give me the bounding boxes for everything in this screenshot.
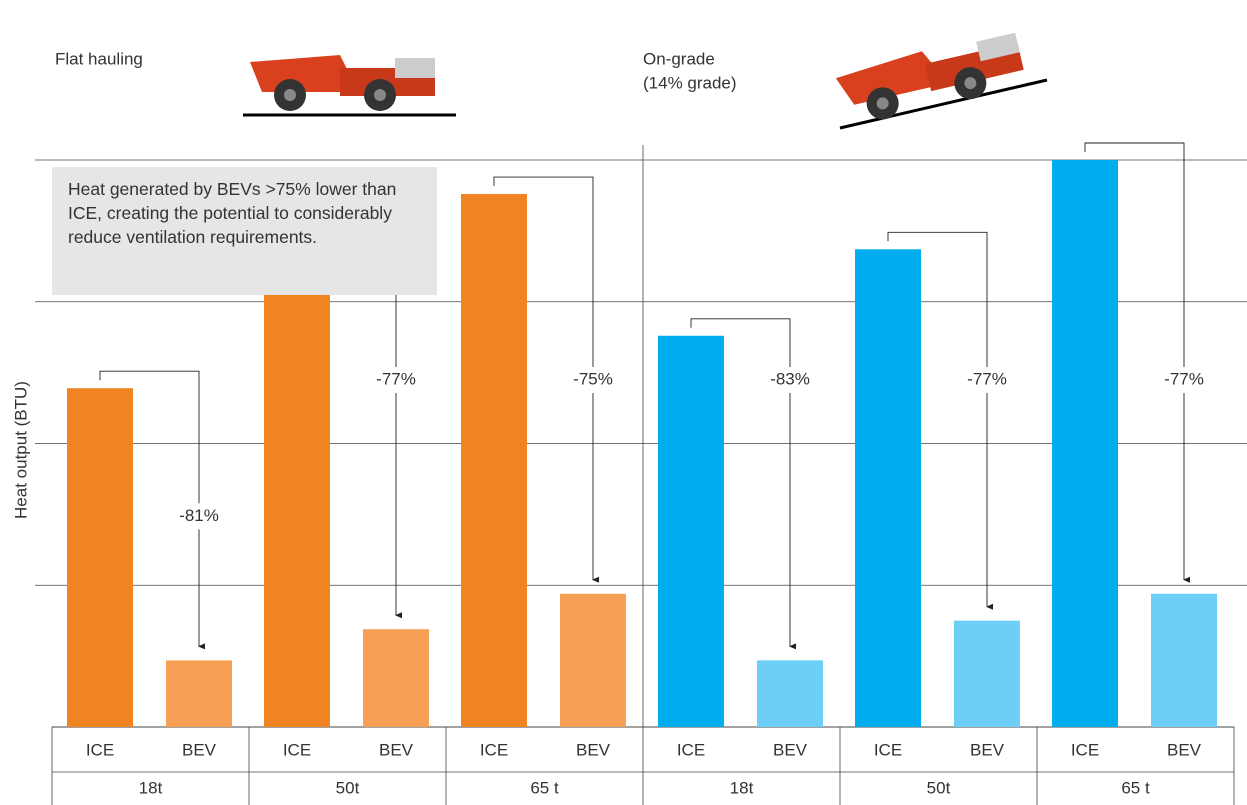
x-tick-label: 50t bbox=[336, 778, 360, 797]
bar bbox=[166, 660, 232, 727]
x-tick-label: 65 t bbox=[530, 778, 559, 797]
x-tick-label: 50t bbox=[927, 778, 951, 797]
series-label: ICE bbox=[677, 740, 705, 759]
series-label: BEV bbox=[1167, 740, 1202, 759]
label-bg bbox=[1156, 367, 1212, 393]
bar bbox=[1151, 593, 1217, 727]
bar bbox=[560, 593, 626, 727]
bar bbox=[67, 388, 133, 727]
series-label: ICE bbox=[480, 740, 508, 759]
change-label: -77% bbox=[376, 369, 416, 388]
bar bbox=[658, 335, 724, 727]
series-label: BEV bbox=[970, 740, 1005, 759]
bar bbox=[855, 249, 921, 728]
bar bbox=[757, 660, 823, 727]
series-label: ICE bbox=[283, 740, 311, 759]
x-tick-label: 18t bbox=[139, 778, 163, 797]
panel-title: (14% grade) bbox=[643, 73, 737, 92]
change-arrow bbox=[887, 231, 993, 610]
y-axis-label: Heat output (BTU) bbox=[11, 381, 30, 519]
series-label: ICE bbox=[1071, 740, 1099, 759]
series-label: BEV bbox=[773, 740, 808, 759]
series-label: BEV bbox=[379, 740, 414, 759]
bar bbox=[954, 620, 1020, 727]
change-label: -75% bbox=[573, 369, 613, 388]
label-bg bbox=[959, 367, 1015, 393]
x-tick-label: 65 t bbox=[1121, 778, 1150, 797]
change-label: -77% bbox=[1164, 369, 1204, 388]
series-label: ICE bbox=[86, 740, 114, 759]
truck-flat bbox=[243, 55, 456, 117]
panel-title: On-grade bbox=[643, 49, 715, 68]
change-label: -77% bbox=[967, 369, 1007, 388]
change-label: -83% bbox=[770, 369, 810, 388]
label-bg bbox=[762, 367, 818, 393]
change-arrow bbox=[690, 318, 796, 650]
panel-title: Flat hauling bbox=[55, 49, 143, 68]
bar bbox=[1052, 160, 1118, 727]
label-bg bbox=[565, 367, 621, 393]
change-arrow bbox=[1084, 142, 1190, 583]
bar bbox=[264, 291, 330, 727]
bar bbox=[363, 629, 429, 727]
change-label: -81% bbox=[179, 506, 219, 525]
label-bg bbox=[171, 503, 227, 530]
series-label: BEV bbox=[182, 740, 217, 759]
truck-grade bbox=[835, 32, 1048, 130]
bar bbox=[461, 194, 527, 727]
series-label: BEV bbox=[576, 740, 611, 759]
label-bg bbox=[368, 367, 424, 393]
annotation: Heat generated by BEVs >75% lower than I… bbox=[52, 167, 437, 295]
x-tick-label: 18t bbox=[730, 778, 754, 797]
series-label: ICE bbox=[874, 740, 902, 759]
